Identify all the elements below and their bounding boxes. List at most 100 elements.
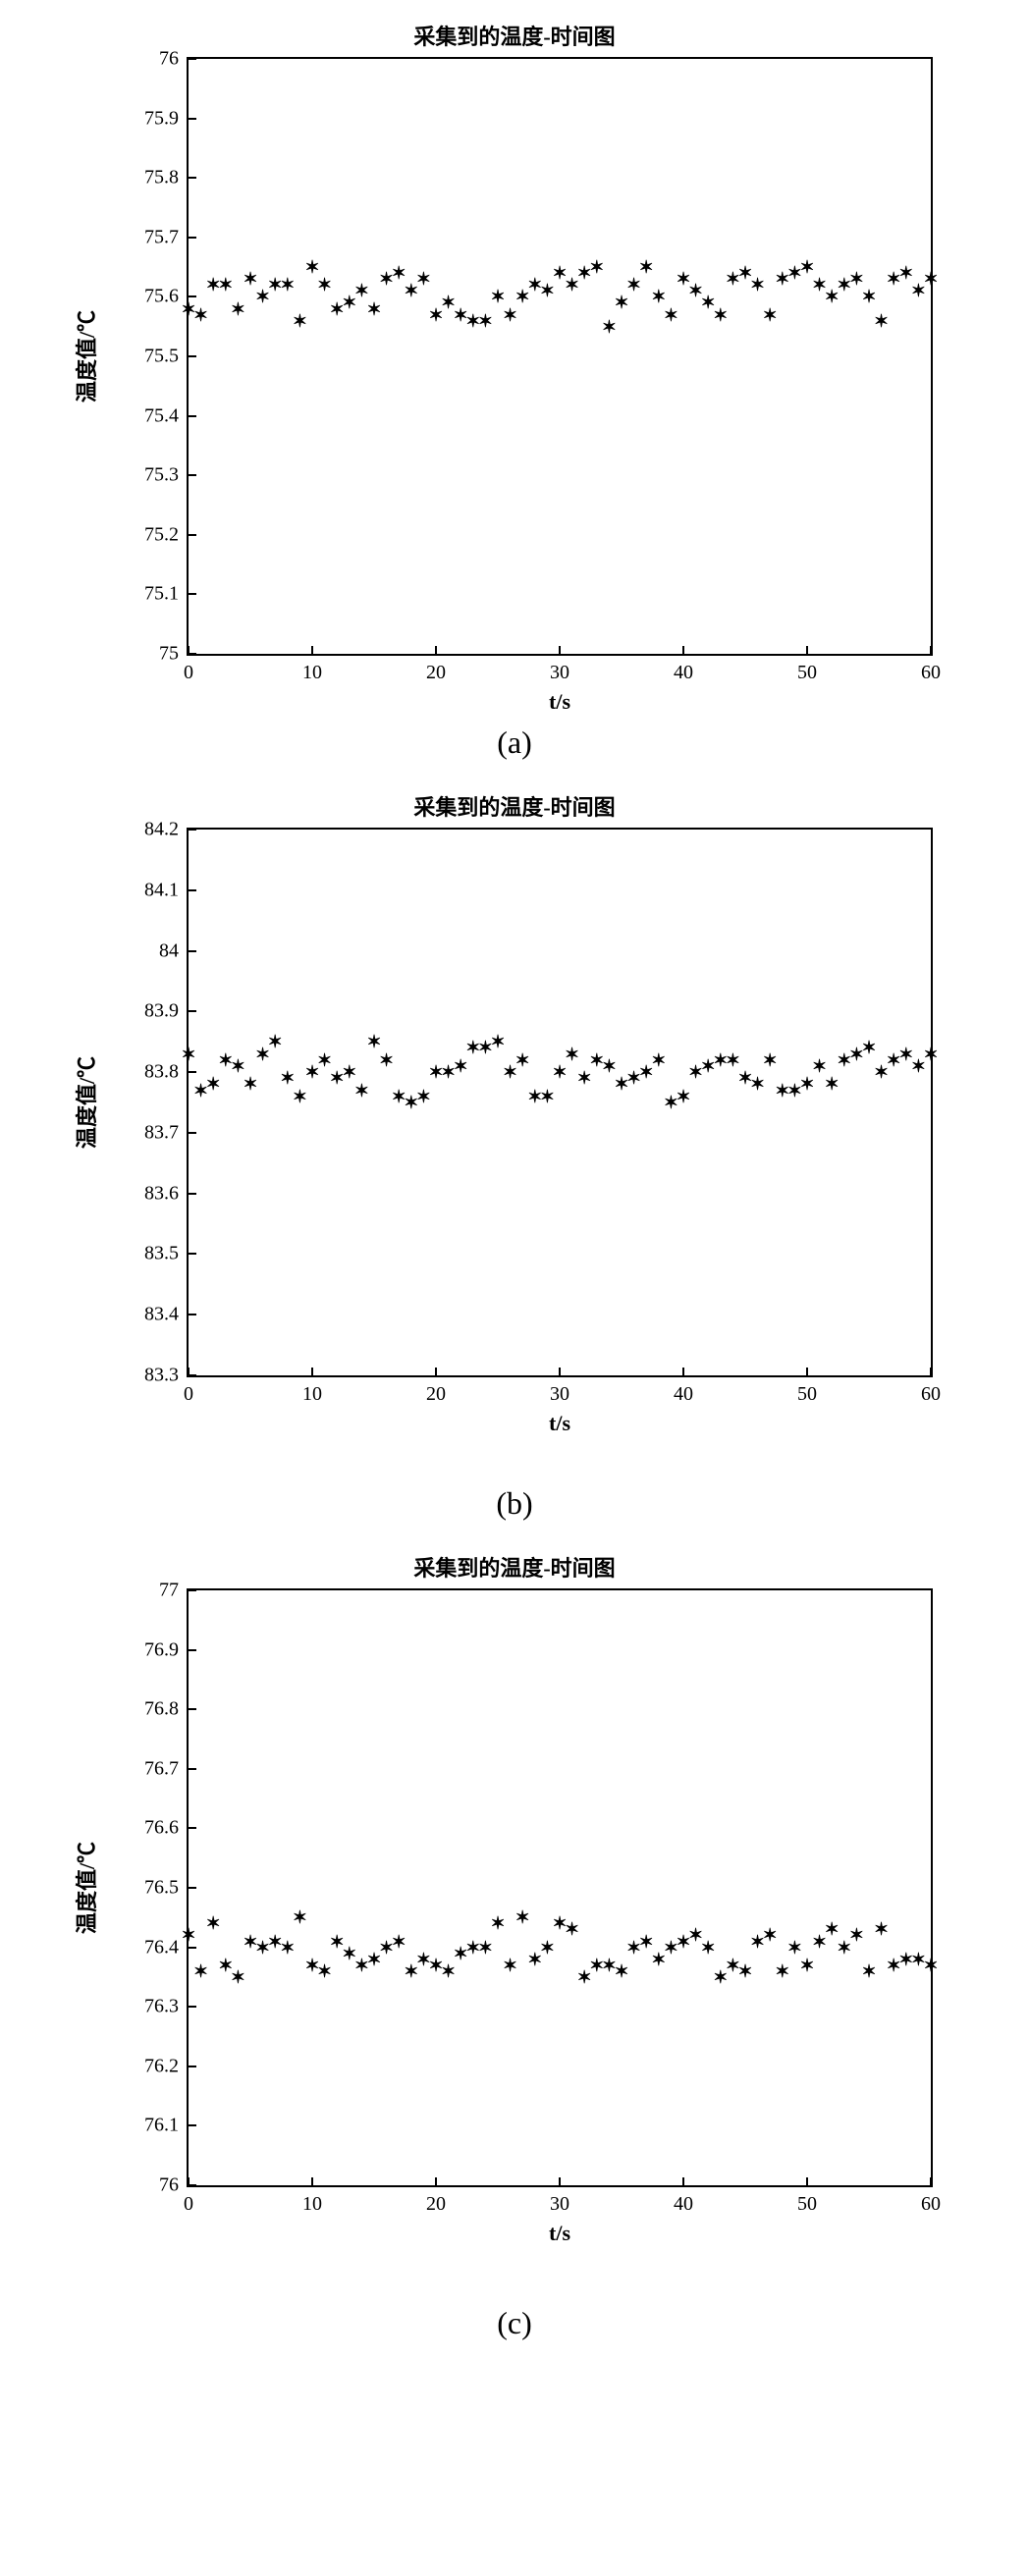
data-point: ✶ — [688, 282, 703, 299]
x-tick-label: 60 — [921, 654, 941, 684]
data-point: ✶ — [366, 1033, 381, 1050]
chart-frame: 7575.175.275.375.475.575.675.775.875.976… — [187, 57, 933, 656]
data-point: ✶ — [688, 1926, 703, 1944]
data-point: ✶ — [825, 1075, 839, 1093]
x-tick-label: 60 — [921, 1375, 941, 1406]
data-point: ✶ — [379, 1939, 394, 1957]
y-tick-label: 76.5 — [144, 1877, 189, 1900]
y-tick-label: 83.8 — [144, 1061, 189, 1084]
data-point: ✶ — [231, 300, 245, 318]
data-point: ✶ — [837, 276, 851, 294]
y-tick-label: 84.1 — [144, 879, 189, 901]
data-point: ✶ — [527, 1951, 542, 1968]
data-point: ✶ — [737, 1069, 752, 1087]
data-point: ✶ — [243, 270, 257, 288]
data-point: ✶ — [218, 1957, 233, 1974]
y-tick-label: 76.7 — [144, 1757, 189, 1780]
data-point: ✶ — [268, 276, 283, 294]
data-point: ✶ — [565, 1046, 579, 1063]
x-tick-label: 60 — [921, 2185, 941, 2216]
data-point: ✶ — [540, 1088, 555, 1105]
data-point: ✶ — [664, 1939, 678, 1957]
data-point: ✶ — [515, 1051, 530, 1069]
data-point: ✶ — [898, 1951, 913, 1968]
data-point: ✶ — [874, 1063, 889, 1081]
data-point: ✶ — [280, 1069, 295, 1087]
data-point: ✶ — [577, 1069, 592, 1087]
data-point: ✶ — [713, 306, 728, 324]
data-point: ✶ — [763, 306, 778, 324]
chart-block-c: 采集到的温度-时间图7676.176.276.376.476.576.676.7… — [59, 1551, 970, 2341]
data-point: ✶ — [602, 318, 617, 336]
x-tick-label: 50 — [797, 1375, 817, 1406]
x-axis-label: t/s — [549, 689, 570, 715]
data-point: ✶ — [911, 1951, 926, 1968]
x-tick-label: 0 — [184, 2185, 193, 2216]
y-axis-label: 温度值/℃ — [70, 1842, 101, 1934]
y-tick-label: 76.9 — [144, 1638, 189, 1661]
data-point: ✶ — [354, 1082, 369, 1100]
data-point: ✶ — [849, 1926, 864, 1944]
data-point: ✶ — [527, 1088, 542, 1105]
data-point: ✶ — [416, 270, 431, 288]
data-point: ✶ — [503, 306, 517, 324]
data-point: ✶ — [577, 264, 592, 282]
data-point: ✶ — [454, 1945, 468, 1962]
data-point: ✶ — [825, 1920, 839, 1938]
data-point: ✶ — [861, 288, 876, 305]
data-point: ✶ — [490, 1033, 505, 1050]
data-point: ✶ — [614, 294, 628, 311]
data-point: ✶ — [515, 288, 530, 305]
y-tick-label: 83.6 — [144, 1182, 189, 1205]
data-point: ✶ — [837, 1051, 851, 1069]
data-point: ✶ — [799, 1957, 814, 1974]
data-point: ✶ — [243, 1933, 257, 1951]
data-point: ✶ — [293, 1908, 307, 1926]
data-point: ✶ — [465, 1039, 480, 1056]
data-point: ✶ — [404, 282, 418, 299]
x-tick-label: 20 — [426, 654, 446, 684]
data-point: ✶ — [293, 1088, 307, 1105]
data-point: ✶ — [639, 1933, 654, 1951]
data-point: ✶ — [676, 1088, 690, 1105]
x-tick-label: 0 — [184, 654, 193, 684]
data-point: ✶ — [317, 1051, 332, 1069]
data-point: ✶ — [737, 264, 752, 282]
data-point: ✶ — [614, 1962, 628, 1980]
y-tick-label: 75.6 — [144, 286, 189, 308]
data-point: ✶ — [490, 288, 505, 305]
chart-frame: 7676.176.276.376.476.576.676.776.876.977… — [187, 1588, 933, 2187]
data-point: ✶ — [775, 270, 789, 288]
data-point: ✶ — [478, 312, 493, 330]
data-point: ✶ — [911, 282, 926, 299]
data-point: ✶ — [478, 1039, 493, 1056]
data-point: ✶ — [428, 306, 443, 324]
data-point: ✶ — [342, 1063, 356, 1081]
data-point: ✶ — [861, 1962, 876, 1980]
x-tick-label: 50 — [797, 654, 817, 684]
data-point: ✶ — [651, 1951, 666, 1968]
data-point: ✶ — [379, 1051, 394, 1069]
x-tick-label: 10 — [302, 654, 322, 684]
x-tick-label: 40 — [674, 2185, 693, 2216]
y-tick-label: 75.8 — [144, 167, 189, 189]
y-tick-label: 75.1 — [144, 583, 189, 606]
data-point: ✶ — [726, 270, 740, 288]
plot-area: ✶✶✶✶✶✶✶✶✶✶✶✶✶✶✶✶✶✶✶✶✶✶✶✶✶✶✶✶✶✶✶✶✶✶✶✶✶✶✶✶… — [189, 1590, 931, 2185]
data-point: ✶ — [478, 1939, 493, 1957]
y-tick-label: 75.4 — [144, 404, 189, 427]
data-point: ✶ — [639, 258, 654, 276]
data-point: ✶ — [589, 1957, 604, 1974]
chart-wrap: 83.383.483.583.683.783.883.98484.184.201… — [59, 828, 970, 1377]
data-point: ✶ — [787, 1939, 802, 1957]
data-point: ✶ — [763, 1926, 778, 1944]
data-point: ✶ — [651, 288, 666, 305]
x-tick-label: 10 — [302, 1375, 322, 1406]
data-point: ✶ — [887, 1957, 901, 1974]
data-point: ✶ — [911, 1057, 926, 1075]
data-point: ✶ — [454, 306, 468, 324]
data-point: ✶ — [589, 1051, 604, 1069]
data-point: ✶ — [812, 1933, 827, 1951]
data-point: ✶ — [354, 282, 369, 299]
data-point: ✶ — [218, 276, 233, 294]
